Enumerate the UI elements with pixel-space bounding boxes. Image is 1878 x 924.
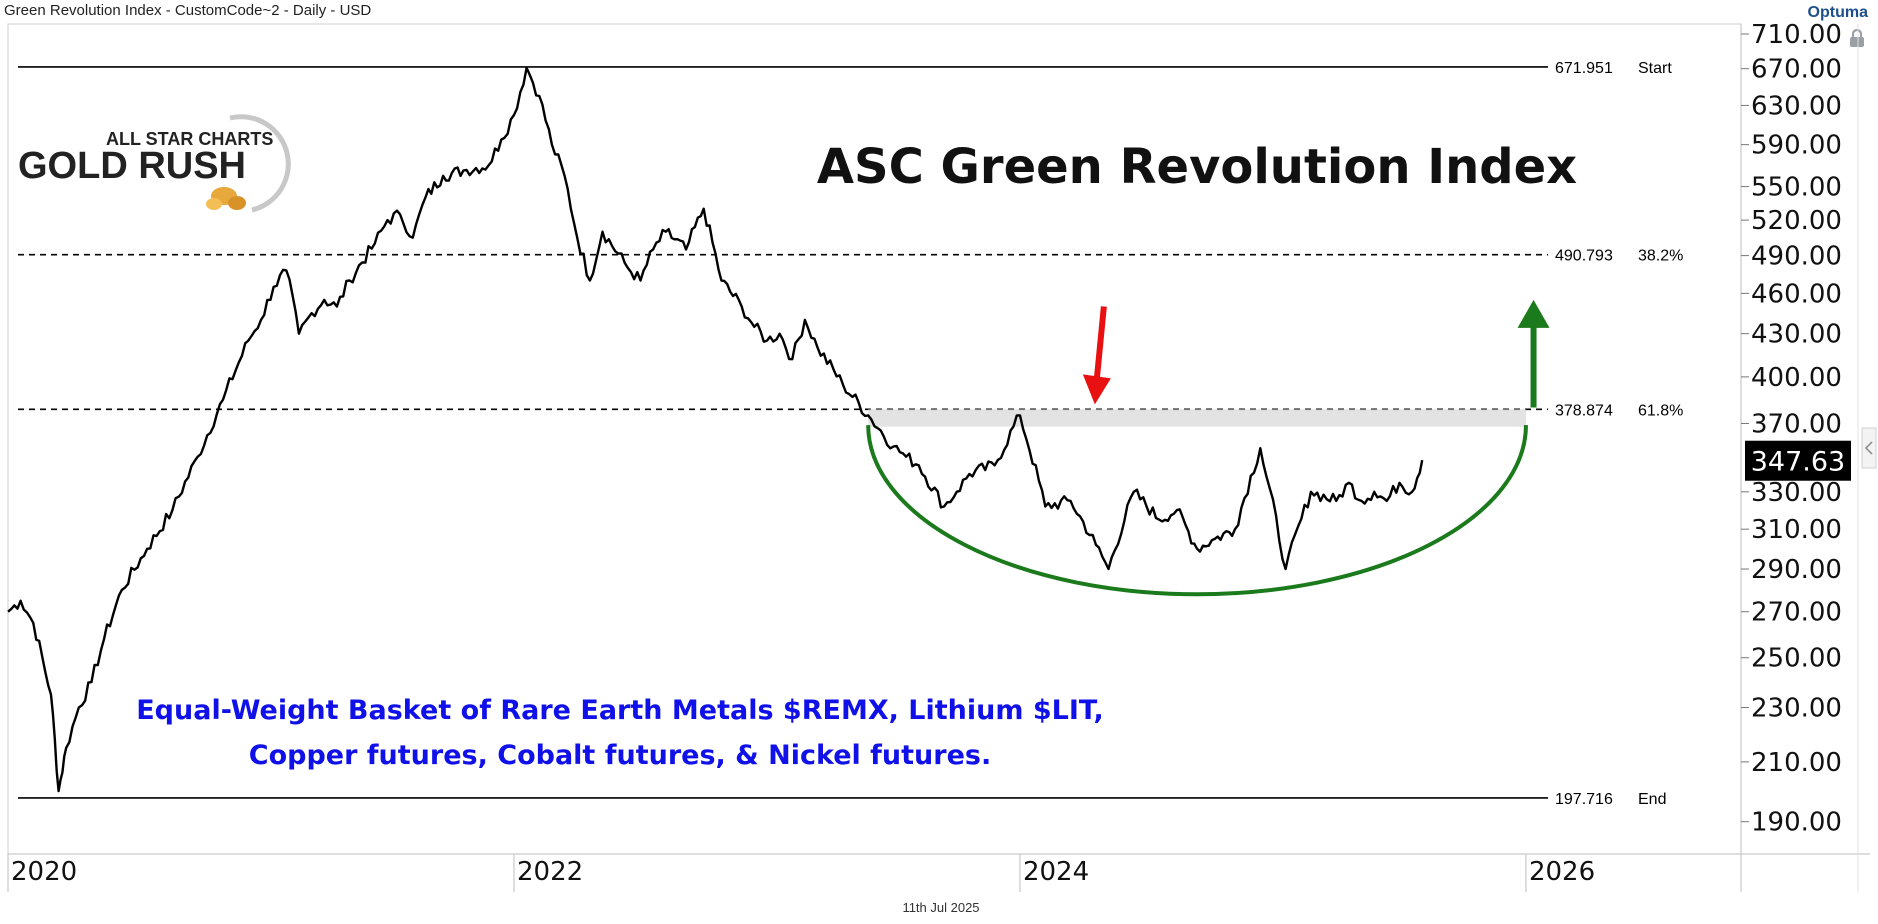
series-line <box>7 66 1424 793</box>
resistance-zone <box>868 409 1526 427</box>
y-tick-label: 330.00 <box>1751 478 1842 508</box>
gold-rush-logo: ALL STAR CHARTS GOLD RUSH <box>18 114 291 213</box>
lock-icon[interactable] <box>1848 28 1866 48</box>
logo-line2: GOLD RUSH <box>18 145 246 187</box>
y-tick-label: 270.00 <box>1751 598 1842 628</box>
y-tick-label: 630.00 <box>1751 91 1842 121</box>
level-tag-label: 38.2% <box>1638 248 1683 265</box>
date-label: 11th Jul 2025 <box>902 900 979 915</box>
level-value-label: 197.716 <box>1555 791 1613 808</box>
y-tick-label: 370.00 <box>1751 409 1842 439</box>
chart-subtitle-line-2: Copper futures, Cobalt futures, & Nickel… <box>249 740 991 771</box>
y-tick-label: 550.00 <box>1751 173 1842 203</box>
x-tick-label: 2026 <box>1529 857 1595 887</box>
y-tick-label: 310.00 <box>1751 515 1842 545</box>
chart-subtitle-line-1: Equal-Weight Basket of Rare Earth Metals… <box>136 695 1104 726</box>
x-axis-ticks: 2020 2022 2024 2026 <box>7 854 1595 892</box>
y-tick-label: 490.00 <box>1751 242 1842 272</box>
x-tick-label: 2022 <box>517 857 583 887</box>
level-tag-label: End <box>1638 791 1666 808</box>
price-series <box>7 66 1424 793</box>
annotations <box>866 299 1550 597</box>
last-value-box <box>1745 440 1851 481</box>
level-value-label: 490.793 <box>1555 248 1613 265</box>
y-tick-label: 520.00 <box>1751 206 1842 236</box>
optuma-brand-logo: Optuma <box>1807 4 1868 21</box>
y-tick-label: 670.00 <box>1751 55 1842 85</box>
y-tick-label: 430.00 <box>1751 320 1842 350</box>
level-tag-label: Start <box>1638 60 1672 77</box>
red-arrow-head <box>1082 374 1111 405</box>
level-tag-label: 61.8% <box>1638 402 1683 419</box>
green-arrow-head <box>1517 299 1550 328</box>
level-value-label: 378.874 <box>1555 402 1613 419</box>
y-tick-label: 250.00 <box>1751 644 1842 674</box>
y-tick-label: 230.00 <box>1751 694 1842 724</box>
y-tick-label: 460.00 <box>1751 279 1842 309</box>
y-tick-label: 400.00 <box>1751 363 1842 393</box>
y-tick-label: 190.00 <box>1751 808 1842 838</box>
red-arrow-shaft <box>1093 306 1107 379</box>
gold-nuggets-icon <box>206 187 246 210</box>
last-value-badge: 347.63 <box>1745 440 1851 481</box>
fibonacci-levels: 671.951 Start 490.793 38.2% 378.874 61.8% 197.… <box>18 60 1683 808</box>
panel-collapse-handle[interactable] <box>1861 427 1877 469</box>
y-tick-label: 590.00 <box>1751 131 1842 161</box>
logo-line1: ALL STAR CHARTS <box>106 129 273 149</box>
last-value-text: 347.63 <box>1751 447 1845 478</box>
y-tick-label: 290.00 <box>1751 555 1842 585</box>
y-tick-label: 210.00 <box>1751 748 1842 778</box>
chart-header-title: Green Revolution Index - CustomCode~2 - … <box>4 2 372 19</box>
chart-title: ASC Green Revolution Index <box>817 139 1577 195</box>
x-tick-label: 2020 <box>11 857 77 887</box>
rounding-bottom-arc <box>866 425 1528 597</box>
x-tick-label: 2024 <box>1023 857 1089 887</box>
y-tick-label: 710.00 <box>1751 20 1842 50</box>
level-value-label: 671.951 <box>1555 60 1613 77</box>
